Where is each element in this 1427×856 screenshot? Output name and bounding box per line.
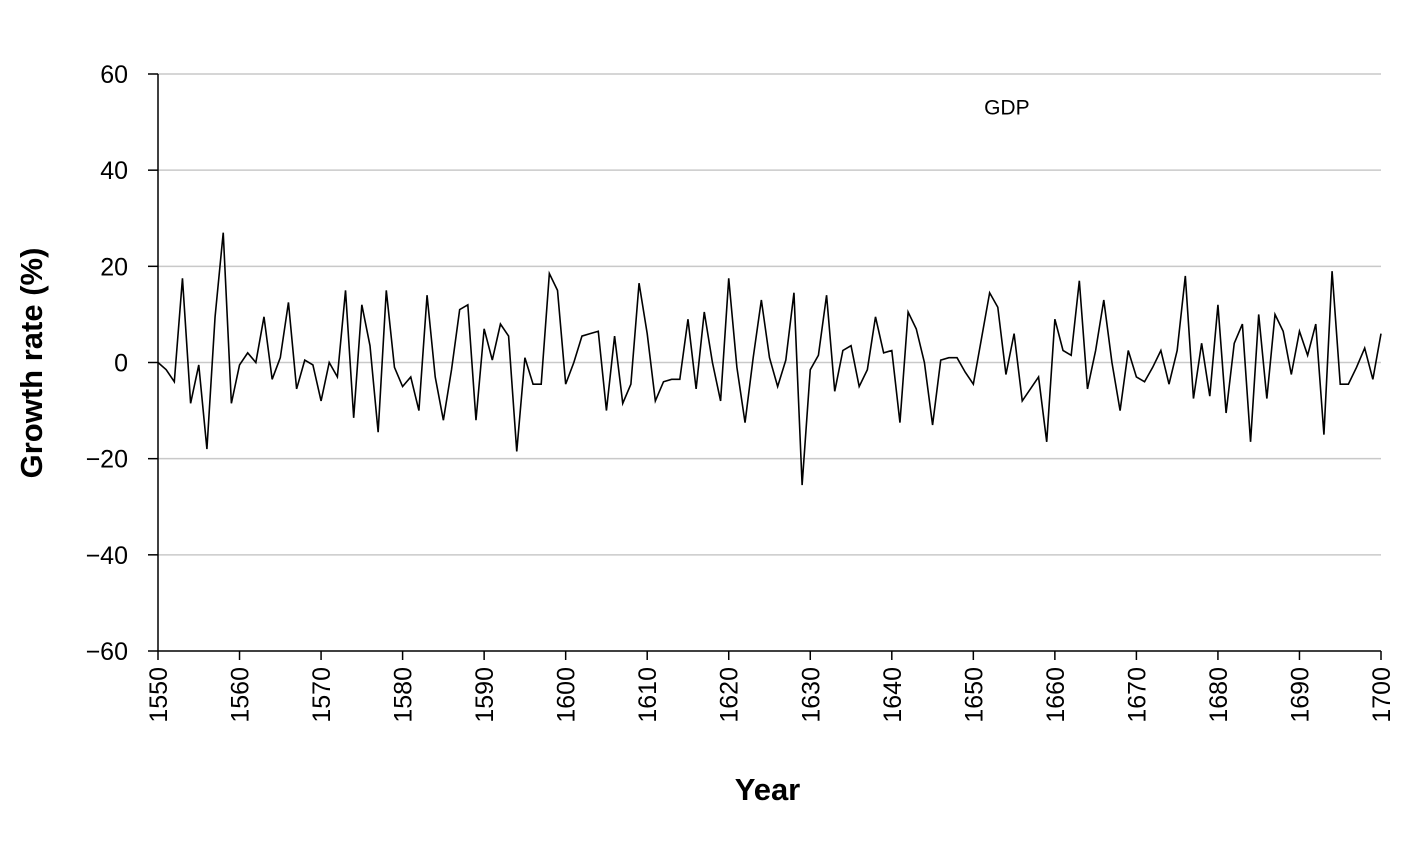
x-tick-label: 1600: [553, 667, 581, 723]
y-tick-label: 20: [100, 253, 128, 281]
y-tick-label: 60: [100, 61, 128, 89]
x-tick-label: 1660: [1042, 667, 1070, 723]
x-tick-label: 1570: [308, 667, 336, 723]
x-tick-label: 1590: [471, 667, 499, 723]
x-axis-title: Year: [735, 772, 801, 807]
x-tick-label: 1690: [1286, 667, 1314, 723]
x-tick-label: 1620: [716, 667, 744, 723]
gdp-series-line: [157, 232, 1382, 486]
x-tick-label: 1580: [390, 667, 418, 723]
x-tick-label: 1560: [227, 667, 255, 723]
x-tick-label: 1630: [797, 667, 825, 723]
y-tick-label: −40: [86, 542, 128, 570]
y-tick-label: 0: [114, 350, 128, 378]
y-axis-title: Growth rate (%): [14, 248, 49, 479]
y-tick-label: −60: [86, 638, 128, 666]
y-tick-label: 40: [100, 157, 128, 185]
x-tick-label: 1680: [1205, 667, 1233, 723]
gridlines: [158, 73, 1381, 556]
x-tick-label: 1610: [634, 667, 662, 723]
x-tick-label: 1640: [879, 667, 907, 723]
y-axis-ticks: 60 40 20 0 −20 −40 −60: [86, 61, 158, 666]
x-tick-label: 1550: [145, 667, 173, 723]
x-tick-label: 1670: [1123, 667, 1151, 723]
x-axis-ticks: 1550 1560 1570 1580 1590 1600 1610 1620 1630 1640…: [145, 651, 1396, 723]
y-tick-label: −20: [86, 446, 128, 474]
x-tick-label: 1650: [960, 667, 988, 723]
x-tick-label: 1700: [1368, 667, 1396, 723]
series-annotation: GDP: [984, 97, 1030, 120]
